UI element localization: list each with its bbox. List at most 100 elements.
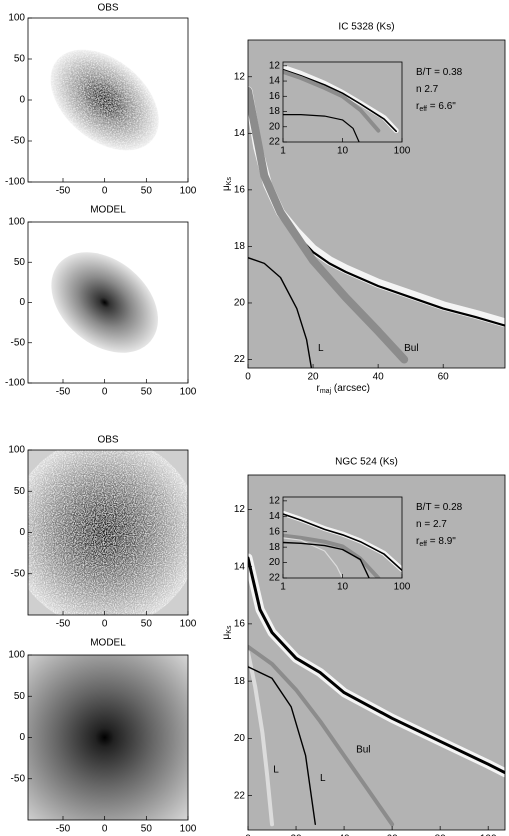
y-tick-label: -100 — [5, 177, 25, 188]
lines — [283, 510, 402, 578]
x-tick-label: 1 — [280, 582, 286, 593]
annotation: reff = 8.9" — [416, 536, 456, 548]
lines — [283, 64, 399, 142]
x-tick-label: 100 — [394, 582, 411, 593]
y-tick-label: 0 — [19, 527, 25, 538]
galaxy-image — [28, 222, 188, 383]
x-tick-label: -50 — [56, 824, 71, 835]
profile-line — [283, 68, 397, 133]
y-tick-label: 50 — [14, 486, 26, 497]
y-tick-label: 18 — [269, 542, 281, 553]
annotation-main: r — [416, 536, 420, 547]
image-panel: MODEL -50 0 50 100 100 50 0 -50 -100 — [5, 205, 197, 398]
profile-line — [283, 69, 381, 133]
image-panel: MODEL -50 0 50 100 100 50 0 -50 — [8, 638, 197, 835]
y-tick-label: 12 — [269, 495, 281, 506]
x-tick-label: 10 — [337, 582, 349, 593]
y-tick-label: -50 — [11, 337, 26, 348]
y-tick-label: -50 — [11, 136, 26, 147]
frame — [247, 39, 506, 369]
x-tick-label: 50 — [141, 387, 153, 398]
annotation-rest: = 6.6" — [427, 101, 456, 112]
annotation-sub: eff — [419, 106, 427, 113]
y-tick-label: 22 — [269, 137, 281, 148]
profile-panel: NGC 524 (Ks) Bul L L 0 20 40 60 80 100 12 14 16 18 20 2… — [221, 457, 506, 836]
x-tick-label: -50 — [56, 186, 71, 197]
x-tick-label: 0 — [102, 387, 108, 398]
y-axis-label-main: μ — [221, 185, 232, 191]
galaxy-image — [28, 655, 188, 820]
y-tick-label: 14 — [269, 511, 281, 522]
x-axis-label-main: r — [317, 383, 321, 394]
y-tick-label: 50 — [14, 257, 26, 268]
panel-title: MODEL — [90, 205, 126, 216]
y-tick-label: 22 — [234, 790, 246, 801]
x-tick-label: 1 — [280, 146, 286, 157]
x-tick-label: 50 — [141, 186, 153, 197]
x-tick-label: 50 — [141, 824, 153, 835]
profile-line — [283, 541, 370, 578]
component-label: L — [318, 343, 324, 354]
x-axis-label: rmaj (arcsec) — [317, 383, 371, 395]
x-tick-label: 80 — [435, 834, 447, 836]
x-tick-label: -50 — [56, 619, 71, 630]
chart-title: IC 5328 (Ks) — [338, 22, 394, 33]
profile-line — [248, 257, 313, 368]
y-tick-label: 16 — [269, 91, 281, 102]
annotation-main: B/T = 0.28 — [416, 502, 463, 513]
y-tick-label: 20 — [269, 121, 281, 132]
inset: 1 10 100 12 14 16 18 20 22 — [269, 495, 411, 592]
y-tick-label: 100 — [8, 445, 25, 456]
x-tick-label: 100 — [180, 186, 197, 197]
y-tick-label: -100 — [5, 378, 25, 389]
x-tick-label: 100 — [180, 619, 197, 630]
y-tick-label: 14 — [234, 128, 246, 139]
annotation-main: B/T = 0.38 — [416, 67, 463, 78]
x-tick-label: 20 — [290, 834, 302, 836]
component-label: L — [320, 773, 326, 784]
y-tick-label: 18 — [269, 106, 281, 117]
y-axis-label: μKs — [221, 625, 233, 639]
lines — [248, 86, 505, 368]
y-tick-label: 16 — [234, 619, 246, 630]
profile-panel: IC 5328 (Ks) Bul L 0 20 40 60 12 14 16 18 20 22 rmaj … — [221, 22, 506, 395]
y-axis-label-main: μ — [221, 633, 232, 639]
x-tick-label: 0 — [245, 834, 251, 836]
annotation: reff = 6.6" — [416, 101, 456, 113]
component-label: Bul — [356, 744, 370, 755]
y-tick-label: 0 — [19, 732, 25, 743]
panel-title: OBS — [97, 435, 118, 446]
x-tick-label: 0 — [102, 619, 108, 630]
x-tick-label: 100 — [480, 834, 497, 836]
x-axis-label-sub: maj — [320, 388, 332, 395]
y-tick-label: 20 — [234, 733, 246, 744]
panel-title: MODEL — [90, 638, 126, 649]
annotation: n = 2.7 — [416, 519, 447, 530]
x-tick-label: 100 — [180, 824, 197, 835]
y-tick-label: 100 — [8, 13, 25, 24]
galaxy — [28, 450, 188, 615]
y-tick-label: 18 — [234, 241, 246, 252]
x-tick-label: 100 — [394, 146, 411, 157]
x-tick-label: 0 — [245, 372, 251, 383]
x-tick-label: 100 — [180, 387, 197, 398]
annotation-main: n = 2.7 — [416, 519, 447, 530]
y-tick-label: 50 — [14, 54, 26, 65]
component-label: L — [273, 765, 279, 776]
x-tick-label: 60 — [387, 834, 399, 836]
x-tick-label: -50 — [56, 387, 71, 398]
profile-line — [248, 650, 274, 827]
x-tick-label: 10 — [337, 146, 349, 157]
y-tick-label: 14 — [269, 76, 281, 87]
y-axis-label-sub: Ks — [226, 625, 233, 634]
y-tick-label: 16 — [234, 185, 246, 196]
annotation-sub: eff — [419, 541, 427, 548]
x-tick-label: 20 — [308, 372, 320, 383]
panel-title: OBS — [97, 3, 118, 14]
galaxy-image — [28, 18, 188, 182]
component-label: Bul — [404, 343, 418, 354]
x-tick-label: 40 — [373, 372, 385, 383]
annotation: B/T = 0.38 — [416, 67, 463, 78]
profile-line — [248, 644, 395, 827]
y-tick-label: 100 — [8, 650, 25, 661]
